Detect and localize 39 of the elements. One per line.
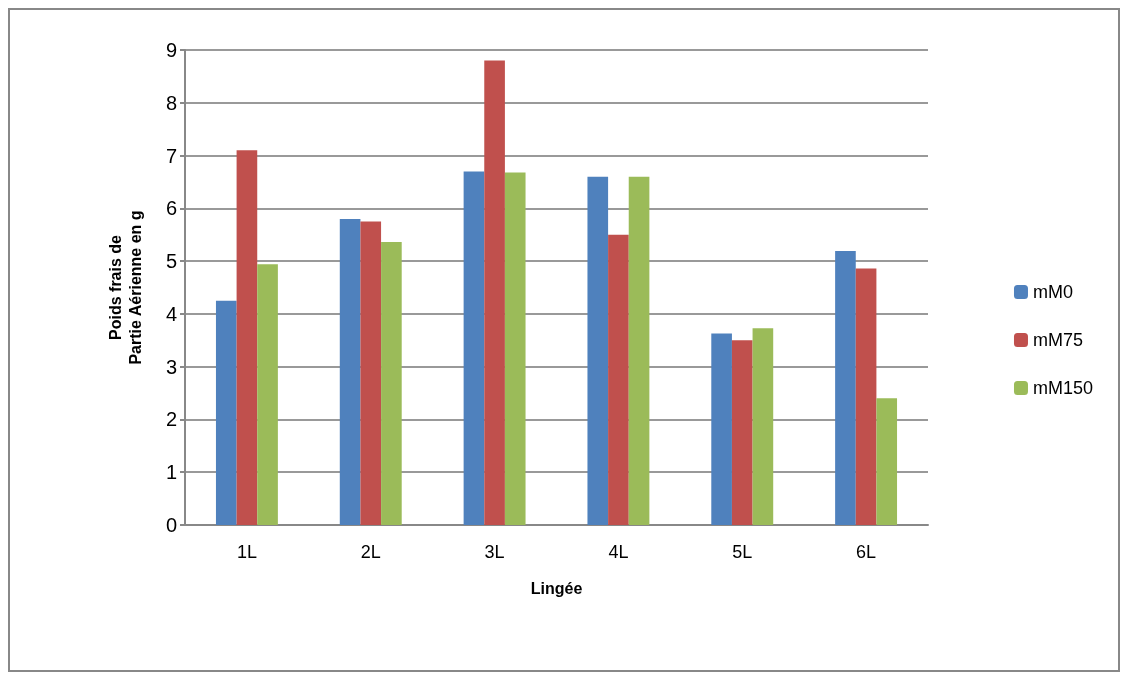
bar (731, 340, 753, 525)
y-tick-label: 2 (165, 408, 177, 431)
bar (587, 176, 609, 525)
x-tick-label: 1L (236, 542, 257, 562)
y-tick-label: 6 (165, 197, 177, 220)
bar (463, 171, 485, 525)
bar (504, 172, 526, 525)
x-tick-label: 2L (360, 542, 381, 562)
y-tick-label: 3 (165, 355, 177, 378)
bar (484, 60, 505, 525)
legend-label: mM0 (1032, 282, 1073, 302)
bar (876, 398, 898, 525)
y-tick-label: 7 (165, 144, 177, 167)
y-axis-title: Poids frais de Partie Aérienne en g (106, 210, 144, 365)
x-tick-label: 4L (608, 542, 629, 562)
bar (215, 300, 237, 525)
y-tick-label: 1 (165, 461, 177, 484)
y-tick-label: 9 (165, 39, 177, 61)
legend-label: mM75 (1032, 330, 1083, 350)
x-tick-label: 6L (856, 542, 877, 562)
bar (608, 234, 629, 525)
bar (360, 221, 382, 525)
bar (835, 251, 856, 525)
bar (752, 328, 774, 525)
bar (855, 268, 877, 525)
x-tick-label: 5L (732, 542, 753, 562)
legend-label: mM150 (1032, 378, 1094, 398)
x-axis-title: Lingée (530, 579, 583, 597)
bar (628, 176, 650, 525)
bar (236, 150, 258, 525)
y-tick-label: 0 (165, 514, 177, 536)
bar (381, 242, 402, 525)
bar (711, 333, 732, 525)
bar (339, 218, 361, 525)
bar (257, 264, 278, 525)
x-tick-label: 3L (484, 542, 505, 562)
y-tick-label: 8 (165, 91, 177, 114)
y-tick-label: 4 (165, 302, 177, 325)
y-tick-label: 5 (165, 250, 177, 273)
